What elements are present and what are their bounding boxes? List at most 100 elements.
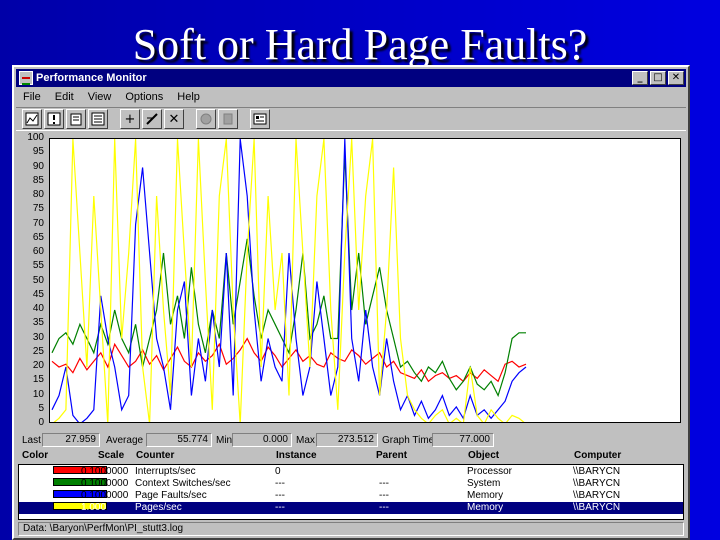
status-bar: Data: \Baryon\PerfMon\PI_stutt3.log (18, 522, 684, 536)
y-tick-label: 65 (32, 231, 44, 243)
chart-area: 100 95 90 85 80 75 70 65 60 55 50 45 40 35 30 25 20 15 10 5… (16, 133, 688, 433)
last-value: 27.959 (42, 433, 100, 447)
y-tick-label: 85 (32, 174, 44, 186)
report-view-icon (91, 112, 105, 126)
options-button[interactable] (250, 109, 270, 129)
menu-bar: File Edit View Options Help (16, 89, 686, 105)
legend-row-interrupts[interactable]: 0.1000000 Interrupts/sec 0 Processor \\B… (19, 466, 683, 478)
last-label: Last (22, 435, 41, 446)
y-tick-label: 15 (32, 374, 44, 386)
graph-time-label: Graph Time (382, 435, 435, 446)
menu-edit[interactable]: Edit (54, 91, 74, 103)
legend-header-color: Color (22, 450, 49, 461)
delete-counter-button[interactable]: ✕ (164, 109, 184, 129)
legend-computer: \\BARYCN (573, 490, 621, 501)
slide-title: Soft or Hard Page Faults? (132, 20, 588, 69)
maximize-button[interactable]: □ (650, 71, 666, 85)
legend-header-scale: Scale (98, 450, 125, 461)
toolbar: + ✕ (16, 107, 686, 131)
y-tick-label: 35 (32, 317, 44, 329)
add-counter-button[interactable]: + (120, 109, 140, 129)
legend-header-object: Object (468, 450, 500, 461)
legend-instance: 0 (275, 466, 281, 477)
legend-object: Processor (467, 466, 513, 477)
min-value: 0.000 (232, 433, 292, 447)
bookmark-icon (223, 113, 233, 125)
report-view-button[interactable] (88, 109, 108, 129)
edit-counter-button[interactable] (142, 109, 162, 129)
legend-counter: Context Switches/sec (135, 478, 231, 489)
max-label: Max (296, 435, 315, 446)
legend-scale: 0.1000000 (81, 478, 129, 489)
performance-monitor-window: Performance Monitor _ □ ✕ File Edit View… (12, 65, 690, 540)
legend-header-computer: Computer (574, 450, 622, 461)
log-view-icon (70, 113, 82, 126)
close-button[interactable]: ✕ (668, 71, 684, 85)
legend-computer: \\BARYCN (573, 478, 621, 489)
y-tick-label: 25 (32, 345, 44, 357)
legend-instance: --- (275, 478, 285, 489)
legend-scale: 0.1000000 (81, 466, 129, 477)
y-tick-label: 50 (32, 274, 44, 286)
edit-counter-icon (146, 113, 158, 125)
alert-view-icon (47, 112, 61, 126)
alert-view-button[interactable] (44, 109, 64, 129)
delete-counter-icon: ✕ (168, 111, 180, 127)
y-tick-label: 45 (32, 288, 44, 300)
bookmark-button[interactable] (218, 109, 238, 129)
legend-instance: --- (275, 490, 285, 501)
legend-header-counter: Counter (136, 450, 175, 461)
chart-view-button[interactable] (22, 109, 42, 129)
min-label: Min (216, 435, 233, 446)
legend-color-swatch (53, 466, 107, 474)
y-tick-label: 10 (32, 388, 44, 400)
update-now-button[interactable] (196, 109, 216, 129)
menu-file[interactable]: File (23, 91, 41, 103)
legend-object: Memory (467, 490, 504, 501)
max-value: 273.512 (316, 433, 378, 447)
y-tick-label: 60 (32, 246, 44, 257)
y-tick-label: 100 (27, 132, 44, 143)
legend-row-context-switches[interactable]: 0.1000000 Context Switches/sec --- --- S… (19, 478, 683, 490)
legend-counter: Interrupts/sec (135, 466, 196, 477)
y-tick-label: 0 (38, 417, 44, 428)
y-tick-label: 20 (32, 360, 44, 371)
legend-parent: --- (379, 478, 389, 489)
legend-header-instance: Instance (276, 450, 317, 461)
legend-header-parent: Parent (376, 450, 408, 461)
chart-view-icon (25, 112, 39, 126)
y-tick-label: 5 (38, 402, 44, 414)
legend-row-pages-sec[interactable]: 1.000 Pages/sec --- --- Memory \\BARYCN (19, 502, 683, 514)
legend-header: Color Scale Counter Instance Parent Obje… (18, 449, 686, 463)
legend-color-swatch (53, 490, 107, 498)
legend-row-page-faults[interactable]: 0.1000000 Page Faults/sec --- --- Memory… (19, 490, 683, 502)
y-tick-label: 40 (32, 303, 44, 314)
performance-monitor-icon[interactable] (19, 71, 33, 85)
window-title: Performance Monitor (36, 72, 147, 84)
average-label: Average (106, 435, 144, 446)
average-value: 55.774 (146, 433, 212, 447)
y-tick-label: 30 (32, 331, 44, 343)
menu-options[interactable]: Options (125, 91, 164, 103)
legend-scale: 0.1000000 (81, 490, 129, 501)
y-tick-label: 80 (32, 189, 44, 200)
legend-list: 0.1000000 Interrupts/sec 0 Processor \\B… (18, 464, 684, 520)
y-tick-label: 70 (32, 217, 44, 229)
log-view-button[interactable] (66, 109, 86, 129)
y-tick-label: 90 (32, 160, 44, 172)
menu-help[interactable]: Help (177, 91, 200, 103)
legend-scale: 1.000 (81, 502, 107, 513)
menu-view[interactable]: View (87, 91, 112, 103)
legend-computer: \\BARYCN (573, 502, 621, 513)
add-counter-icon: + (124, 111, 136, 127)
title-bar[interactable]: Performance Monitor _ □ ✕ (16, 69, 686, 87)
legend-color-swatch (53, 478, 107, 486)
series-line-pages-sec (53, 139, 525, 422)
y-tick-label: 55 (32, 260, 44, 272)
minimize-button[interactable]: _ (632, 71, 648, 85)
y-axis-labels: 100 95 90 85 80 75 70 65 60 55 50 45 40 35 30 25 20 15 10 5… (18, 133, 48, 433)
legend-counter: Pages/sec (135, 502, 182, 513)
stats-bar: Last 27.959 Average 55.774 Min 0.000 Max… (18, 433, 686, 449)
graph-time-value: 77.000 (432, 433, 494, 447)
legend-counter: Page Faults/sec (135, 490, 207, 501)
